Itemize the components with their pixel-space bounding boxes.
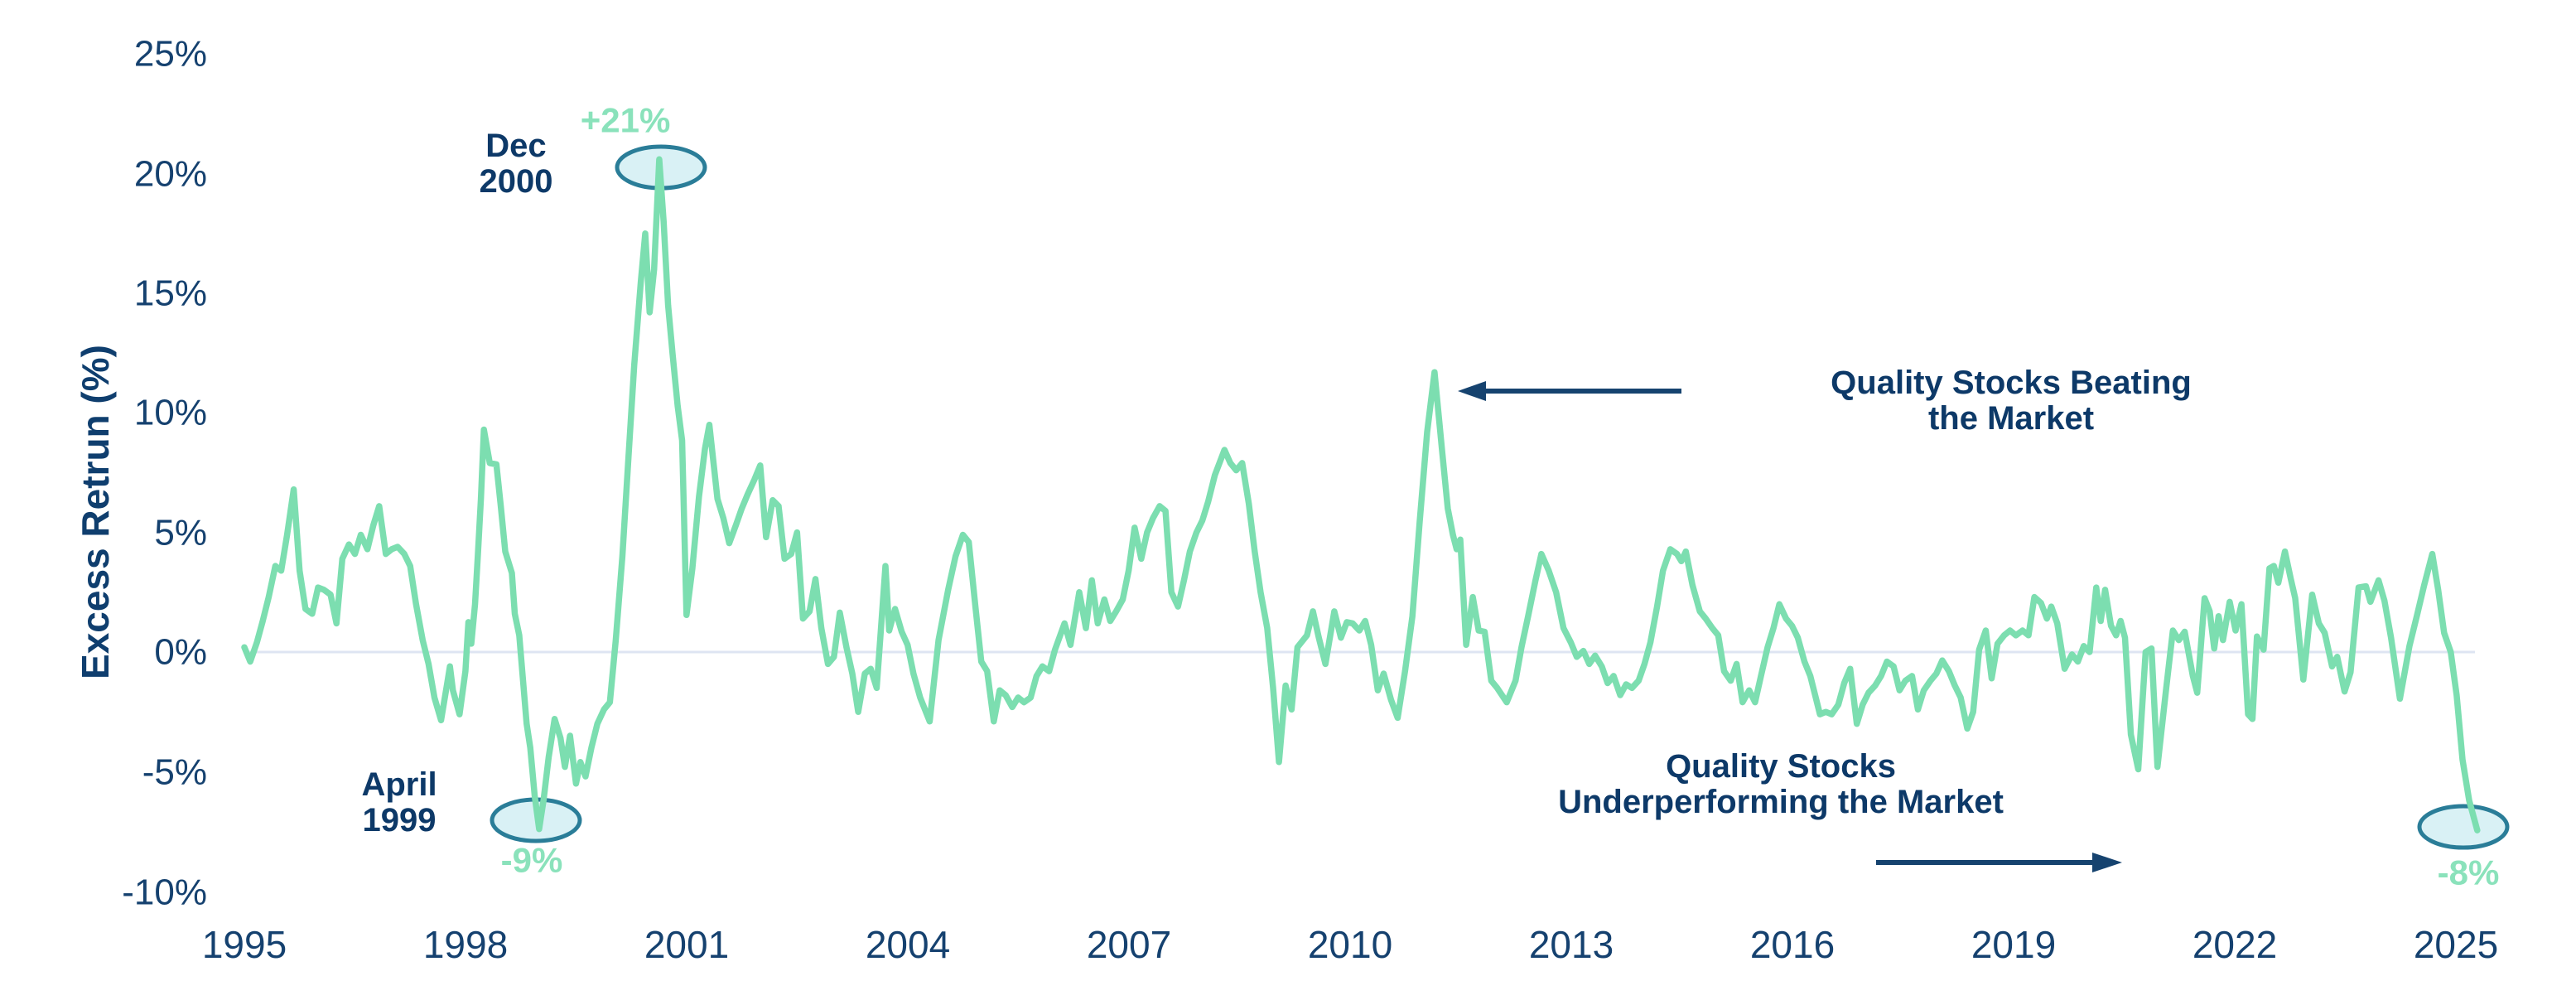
annotation-quality-beating-line2: the Market [1928,400,2094,437]
y-tick-25: 25% [134,34,207,75]
x-tick-2010: 2010 [1308,923,1392,966]
x-tick-2007: 2007 [1087,923,1171,966]
annotation-april-1999-line2: 1999 [363,802,437,838]
y-tick-15: 15% [134,273,207,314]
x-tick-2004: 2004 [866,923,950,966]
annotation-dec-2000-line2: 2000 [480,163,553,200]
y-tick-neg5: -5% [142,752,207,793]
y-tick-5: 5% [154,513,207,553]
annotation-quality-underperforming: Quality Stocks Underperforming the Marke… [1558,748,2004,820]
end-highlight-ellipse [2417,804,2510,850]
y-tick-10: 10% [134,393,207,433]
annotation-minus-9pct: -9% [501,841,563,880]
underperforming-arrow-right [1876,853,2122,872]
x-tick-2016: 2016 [1750,923,1835,966]
y-tick-20: 20% [134,154,207,195]
annotation-dec-2000-line1: Dec [485,128,546,164]
annotation-april-1999: April 1999 [361,766,437,838]
y-axis-tick-labels: 25% 20% 15% 10% 5% 0% -5% -10% [122,34,207,913]
x-tick-1995: 1995 [202,923,287,966]
excess-return-line [241,156,2481,833]
x-tick-2013: 2013 [1529,923,1614,966]
x-axis-tick-labels: 1995 1998 2001 2004 2007 2010 2013 2016 … [202,923,2498,966]
annotation-quality-beating: Quality Stocks Beating the Market [1831,365,2192,437]
y-axis-title: Excess Retrun (%) [74,345,117,679]
annotation-quality-underperforming-line2: Underperforming the Market [1558,784,2004,820]
x-tick-2001: 2001 [644,923,729,966]
x-tick-2025: 2025 [2414,923,2498,966]
x-tick-2019: 2019 [1971,923,2056,966]
annotation-plus-21pct: +21% [581,101,671,140]
annotation-quality-underperforming-line1: Quality Stocks [1666,748,1896,785]
y-tick-0: 0% [154,632,207,673]
underperforming-arrow-head [2092,853,2122,872]
x-tick-2022: 2022 [2192,923,2277,966]
beating-arrow-left [1458,381,1681,401]
beating-arrow-head [1458,381,1486,401]
annotation-quality-beating-line1: Quality Stocks Beating [1831,365,2192,401]
x-tick-1998: 1998 [423,923,508,966]
annotation-dec-2000: Dec 2000 [480,128,553,200]
annotation-minus-8pct: -8% [2438,853,2500,892]
annotation-april-1999-line1: April [361,766,437,803]
y-tick-neg10: -10% [122,872,207,913]
